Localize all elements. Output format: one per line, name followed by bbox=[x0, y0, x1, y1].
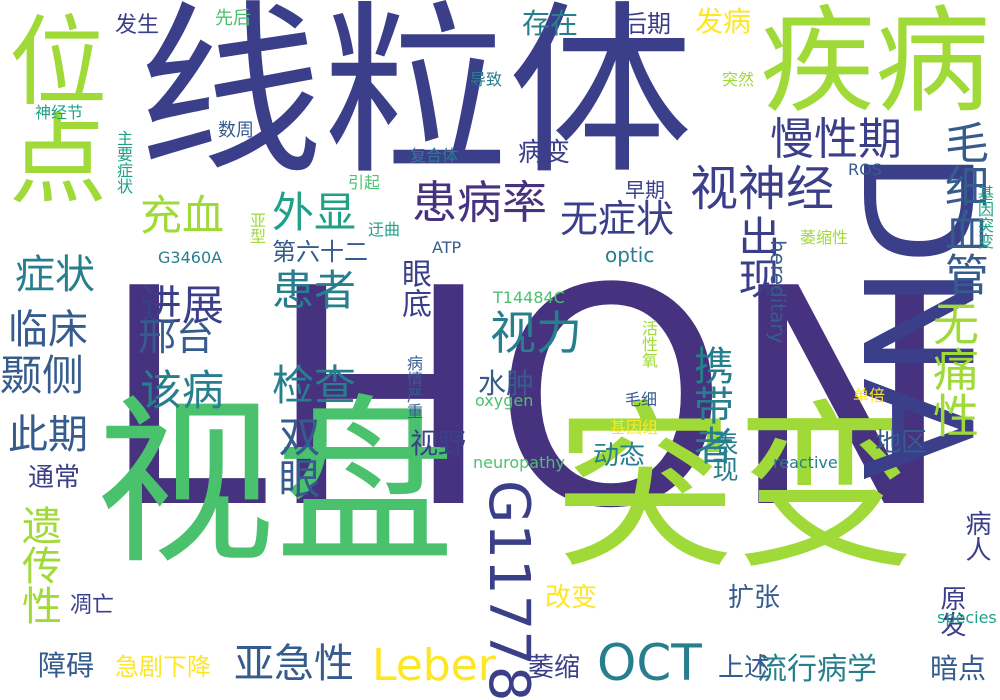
word-21: 视力 bbox=[490, 306, 582, 360]
word-81: 基因组 bbox=[610, 418, 659, 437]
word-80: 毛细 bbox=[625, 390, 658, 409]
word-7: 位点 bbox=[0, 10, 106, 206]
word-atp: ATP bbox=[432, 238, 462, 257]
word-17: 症状 bbox=[15, 252, 95, 298]
word-species: species bbox=[937, 608, 997, 627]
word-23: 检查 bbox=[272, 361, 357, 410]
word-leber: Leber bbox=[372, 640, 496, 691]
word-reactive: reactive bbox=[773, 453, 838, 472]
word-74: 萎缩性 bbox=[800, 228, 849, 247]
word-42: 萎缩 bbox=[528, 653, 581, 683]
word-g11778a: G11778A bbox=[476, 480, 541, 700]
word-61: 复合体 bbox=[410, 146, 459, 165]
word-60: 数周 bbox=[218, 120, 254, 141]
word-56: 导致 bbox=[470, 70, 503, 89]
word-78: 病情严重 bbox=[404, 355, 423, 419]
word-75: 基因突变 bbox=[975, 185, 994, 249]
word-neuropathy: neuropathy bbox=[473, 453, 565, 472]
word-3: 视盘 bbox=[95, 380, 456, 589]
word-2: 线粒体 bbox=[138, 0, 693, 200]
word-34: 障碍 bbox=[38, 649, 95, 682]
word-14: 外显 bbox=[272, 188, 357, 237]
word-32: 亚急性 bbox=[234, 641, 354, 687]
word-58: 神经节 bbox=[35, 103, 84, 122]
word-41: 扩张 bbox=[728, 583, 781, 613]
word-47: 视野 bbox=[410, 427, 467, 460]
word-9: 视神经 bbox=[690, 161, 835, 217]
word-24: 此期 bbox=[8, 412, 88, 458]
word-10: 慢性期 bbox=[770, 114, 902, 165]
word-28: 携带者 bbox=[687, 345, 733, 465]
word-39: 病人 bbox=[961, 510, 991, 562]
word-33: 遗传性 bbox=[15, 505, 61, 625]
word-ros: ROS bbox=[848, 160, 882, 179]
word-53: 发病 bbox=[695, 5, 752, 38]
word-37: 暗点 bbox=[930, 652, 987, 685]
word-5: 疾病 bbox=[760, 0, 991, 129]
word-43: 改变 bbox=[545, 583, 598, 613]
word-8: 患病率 bbox=[412, 176, 548, 229]
word-49: 表现 bbox=[708, 430, 738, 482]
word-63: 早期 bbox=[625, 178, 665, 202]
word-50: 地区 bbox=[875, 428, 928, 458]
word-12: 无痛性 bbox=[926, 300, 980, 438]
word-dna: DNA bbox=[828, 150, 1000, 481]
word-oct: OCT bbox=[597, 634, 702, 692]
word-54: 发生 bbox=[115, 13, 160, 38]
word-57: 突然 bbox=[722, 70, 755, 89]
word-40: 上述 bbox=[718, 653, 771, 683]
word-18: 临床 bbox=[8, 307, 88, 353]
word-hereditary: hereditary bbox=[766, 240, 790, 344]
word-69: 眼底 bbox=[396, 258, 431, 318]
word-46: 水肿 bbox=[478, 367, 535, 400]
word-82: 单倍 bbox=[853, 386, 886, 405]
word-59: 主要症状 bbox=[114, 130, 133, 194]
word-11: 毛细血管 bbox=[937, 120, 988, 296]
word-16: 患者 bbox=[272, 266, 357, 315]
word-48: 动态 bbox=[593, 441, 646, 471]
word-52: 后期 bbox=[623, 10, 671, 38]
word-51: 存在 bbox=[522, 7, 579, 40]
word-oxygen: oxygen bbox=[475, 391, 534, 410]
word-g3460a: G3460A bbox=[158, 248, 223, 267]
word-25: 双眼 bbox=[272, 415, 321, 499]
word-67: 迂曲 bbox=[368, 220, 401, 239]
word-38: 原发 bbox=[936, 585, 966, 637]
word-55: 先后 bbox=[215, 8, 251, 29]
word-20: 颞侧 bbox=[0, 351, 85, 400]
word-13: 充血 bbox=[140, 191, 225, 240]
word-77: 活性氧 bbox=[639, 320, 658, 368]
word-66: 亚型 bbox=[247, 212, 266, 244]
word-27: 无症状 bbox=[560, 197, 675, 241]
word-44: 通常 bbox=[28, 463, 81, 493]
word-t14484c: T14484C bbox=[493, 288, 565, 307]
word-68: 第六十二 bbox=[272, 238, 368, 266]
word-4: 突变 bbox=[555, 385, 916, 594]
word-lhon: LHON bbox=[100, 225, 954, 574]
word-22: 该病 bbox=[140, 366, 225, 415]
word-19: 邢台 bbox=[138, 315, 215, 359]
word-optic: optic bbox=[605, 243, 655, 267]
word-15: 进展 bbox=[140, 281, 225, 330]
word-62: 病变 bbox=[518, 138, 571, 168]
word-35: 急剧下降 bbox=[115, 653, 211, 681]
word-45: 凋亡 bbox=[70, 593, 115, 618]
word-36: 流行病学 bbox=[757, 652, 877, 687]
word-26: 出现 bbox=[732, 215, 781, 299]
word-65: 引起 bbox=[348, 173, 381, 192]
